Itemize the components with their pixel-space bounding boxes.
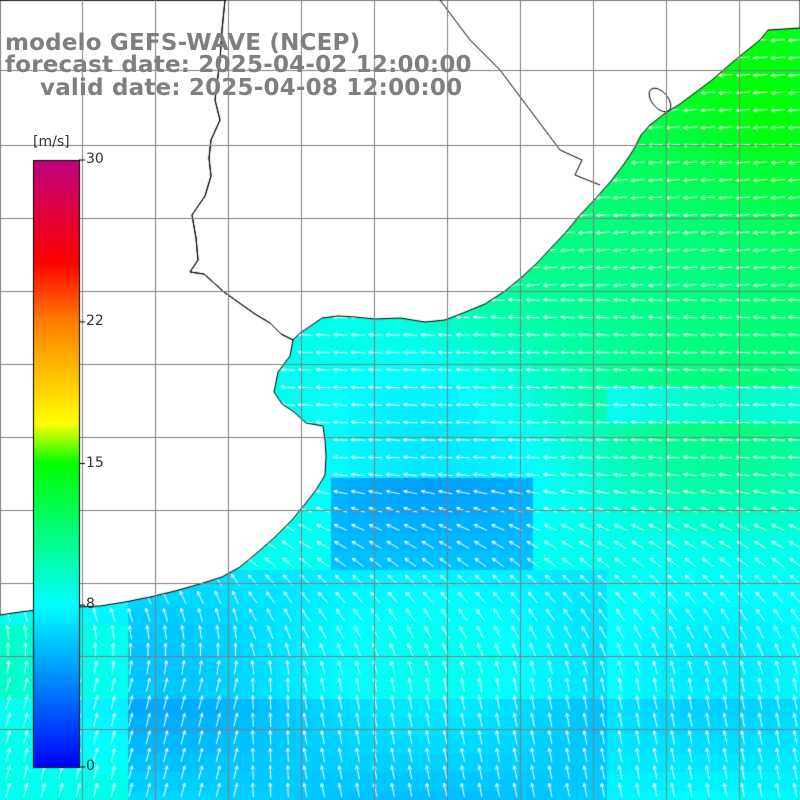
valid-date: valid date: 2025-04-08 12:00:00 <box>40 75 463 101</box>
colorbar-tick-label: 15 <box>86 454 104 471</box>
colorbar-tick-label: 0 <box>86 758 95 774</box>
colorbar-tick-label: 22 <box>86 312 104 329</box>
colorbar-tick-label: 8 <box>86 596 95 613</box>
colorbar-unit: [m/s] <box>33 134 70 150</box>
model-title: modelo GEFS-WAVE (NCEP) <box>5 30 361 56</box>
forecast-date: forecast date: 2025-04-02 12:00:00 <box>5 52 472 78</box>
colorbar-tick-label: 30 <box>86 151 104 167</box>
